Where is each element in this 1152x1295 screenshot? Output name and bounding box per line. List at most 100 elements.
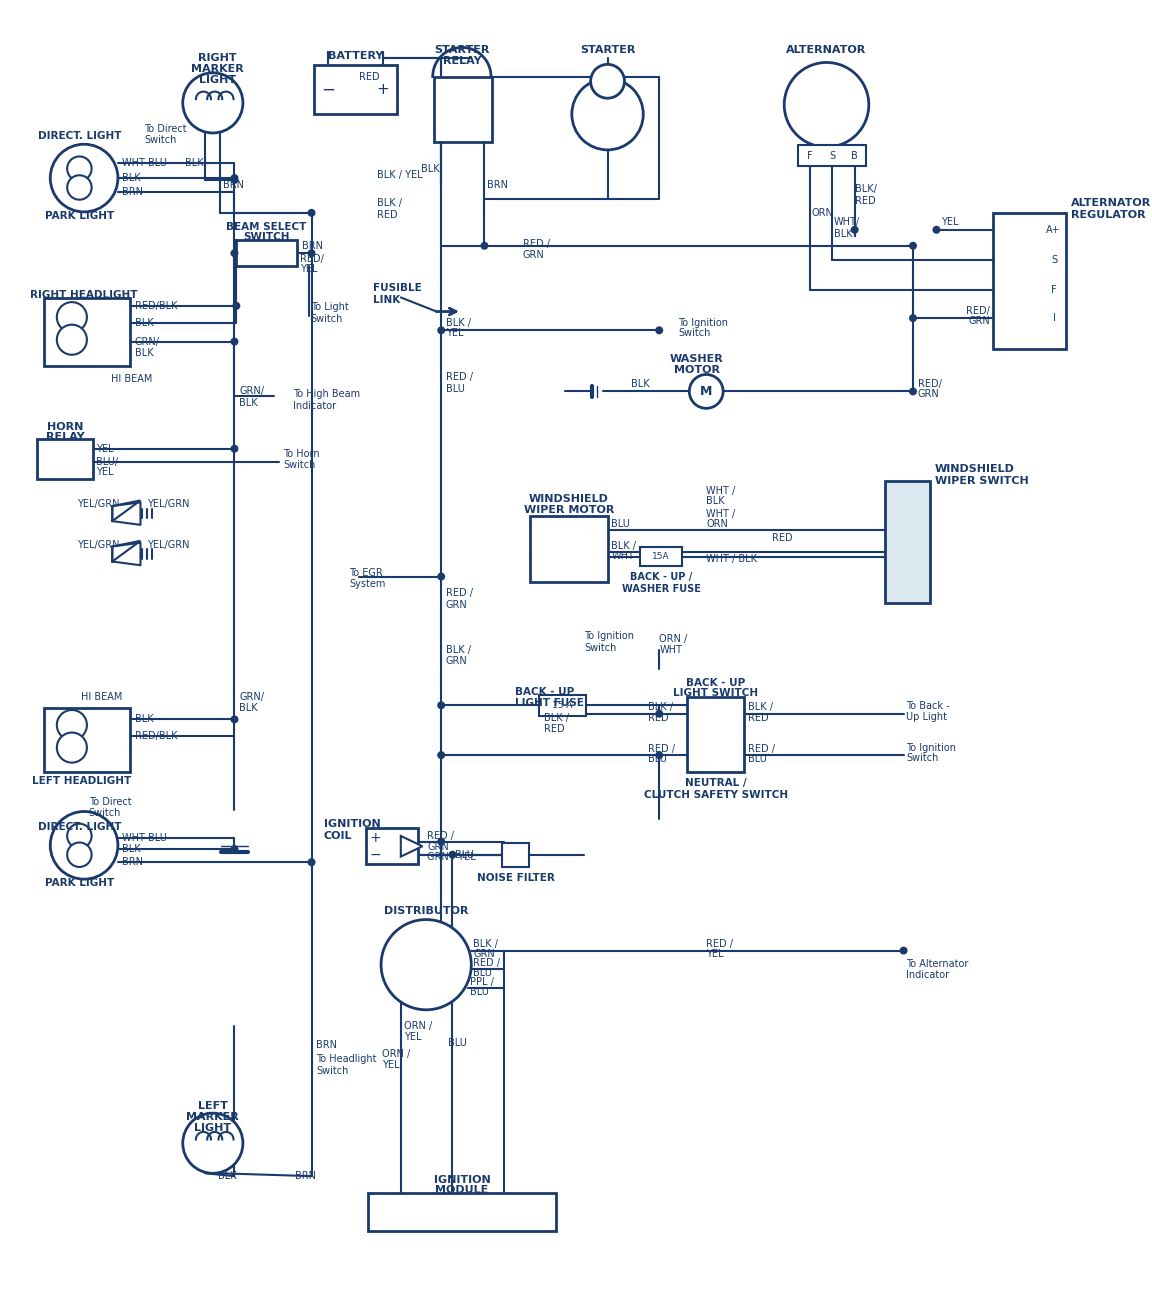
Text: LIGHT: LIGHT bbox=[195, 1123, 232, 1133]
Text: BLU: BLU bbox=[647, 754, 667, 764]
Text: BLK: BLK bbox=[122, 174, 141, 183]
Circle shape bbox=[56, 733, 86, 763]
Text: PARK LIGHT: PARK LIGHT bbox=[45, 878, 114, 888]
Text: WHT /: WHT / bbox=[706, 509, 735, 518]
Text: To Direct: To Direct bbox=[144, 124, 187, 135]
Bar bbox=[539, 695, 586, 716]
Text: BACK - UP /: BACK - UP / bbox=[630, 572, 692, 583]
Text: BLK: BLK bbox=[218, 1171, 236, 1181]
Circle shape bbox=[233, 303, 240, 310]
Text: WINDSHIELD: WINDSHIELD bbox=[529, 495, 609, 505]
Circle shape bbox=[232, 176, 237, 184]
Text: BLK: BLK bbox=[240, 398, 258, 408]
Text: GRN: GRN bbox=[523, 250, 545, 260]
Bar bbox=[885, 480, 930, 603]
Circle shape bbox=[655, 328, 662, 334]
Text: GRN/: GRN/ bbox=[240, 386, 264, 396]
Text: YEL: YEL bbox=[403, 1032, 422, 1042]
Text: BRN: BRN bbox=[316, 1040, 338, 1049]
Text: WASHER: WASHER bbox=[670, 354, 723, 364]
Circle shape bbox=[56, 325, 86, 355]
Text: GRN/: GRN/ bbox=[240, 692, 264, 702]
Text: BACK - UP: BACK - UP bbox=[515, 688, 575, 697]
Text: RED /: RED / bbox=[748, 743, 774, 754]
Text: YEL: YEL bbox=[941, 218, 958, 227]
Circle shape bbox=[232, 846, 237, 852]
Text: To Direct: To Direct bbox=[89, 798, 131, 807]
Text: RED/: RED/ bbox=[918, 379, 941, 388]
Text: WHT BLU: WHT BLU bbox=[122, 833, 167, 843]
Text: S: S bbox=[829, 150, 835, 161]
Text: −: − bbox=[370, 848, 381, 861]
Circle shape bbox=[51, 812, 118, 879]
Text: RED/: RED/ bbox=[301, 254, 324, 264]
Text: ORN /: ORN / bbox=[382, 1049, 410, 1059]
Text: Switch: Switch bbox=[144, 136, 176, 145]
Text: YEL/GRN: YEL/GRN bbox=[76, 499, 119, 509]
Text: BLU: BLU bbox=[748, 754, 766, 764]
Text: RED/: RED/ bbox=[967, 306, 990, 316]
Bar bbox=[367, 1193, 556, 1230]
Text: WINDSHIELD: WINDSHIELD bbox=[934, 465, 1015, 474]
Text: +: + bbox=[370, 831, 381, 844]
Text: ALTERNATOR: ALTERNATOR bbox=[1071, 198, 1151, 208]
Text: BLK: BLK bbox=[135, 715, 153, 724]
Text: BLK /: BLK / bbox=[612, 540, 636, 550]
Text: RED: RED bbox=[855, 196, 876, 206]
Text: NOISE FILTER: NOISE FILTER bbox=[477, 873, 554, 883]
Text: GRN / YEL: GRN / YEL bbox=[427, 852, 476, 861]
Text: GRN: GRN bbox=[969, 316, 990, 326]
Polygon shape bbox=[112, 500, 141, 521]
Text: BRN: BRN bbox=[487, 180, 508, 189]
Text: F: F bbox=[806, 150, 812, 161]
Text: 15A: 15A bbox=[652, 552, 670, 561]
Text: RELAY: RELAY bbox=[442, 56, 482, 66]
Text: ORN: ORN bbox=[706, 519, 728, 528]
Circle shape bbox=[67, 175, 92, 199]
Text: RED: RED bbox=[647, 712, 668, 723]
Text: GRN: GRN bbox=[446, 657, 468, 666]
Circle shape bbox=[309, 250, 314, 256]
Text: RIGHT HEADLIGHT: RIGHT HEADLIGHT bbox=[30, 290, 138, 299]
Text: STARTER: STARTER bbox=[579, 45, 635, 56]
Circle shape bbox=[51, 144, 118, 212]
Text: LIGHT FUSE: LIGHT FUSE bbox=[515, 698, 584, 708]
Circle shape bbox=[910, 388, 916, 395]
Text: RED /: RED / bbox=[446, 372, 473, 382]
Circle shape bbox=[232, 175, 237, 181]
Circle shape bbox=[183, 73, 243, 133]
Text: B: B bbox=[851, 150, 858, 161]
Text: WIPER MOTOR: WIPER MOTOR bbox=[524, 505, 614, 515]
Circle shape bbox=[67, 843, 92, 866]
Text: REGULATOR: REGULATOR bbox=[1071, 210, 1145, 220]
Bar bbox=[37, 439, 93, 479]
Bar bbox=[236, 240, 297, 267]
Text: LINK: LINK bbox=[372, 295, 400, 306]
Circle shape bbox=[689, 374, 723, 408]
Circle shape bbox=[901, 947, 907, 954]
Text: A+: A+ bbox=[1046, 225, 1060, 234]
Text: RED/BLK: RED/BLK bbox=[135, 732, 177, 741]
Circle shape bbox=[67, 824, 92, 848]
Bar bbox=[641, 548, 682, 566]
Text: NEUTRAL /: NEUTRAL / bbox=[684, 778, 746, 789]
Circle shape bbox=[851, 227, 858, 233]
Text: RED /: RED / bbox=[446, 588, 473, 598]
Text: To Back -: To Back - bbox=[907, 701, 950, 711]
Circle shape bbox=[438, 838, 445, 844]
Text: Up Light: Up Light bbox=[907, 711, 947, 721]
Text: YEL/GRN: YEL/GRN bbox=[76, 540, 119, 549]
Text: RED /: RED / bbox=[647, 743, 675, 754]
Text: To Ignition: To Ignition bbox=[679, 317, 728, 328]
Text: ORN /: ORN / bbox=[659, 633, 688, 644]
Text: Switch: Switch bbox=[679, 328, 711, 338]
Circle shape bbox=[655, 711, 662, 717]
Text: RED /: RED / bbox=[473, 958, 500, 967]
Bar bbox=[44, 708, 130, 772]
Text: WHT /: WHT / bbox=[706, 486, 735, 496]
Text: BLK: BLK bbox=[135, 317, 153, 328]
Text: RED: RED bbox=[358, 71, 379, 82]
Circle shape bbox=[438, 328, 445, 334]
Text: BLK/: BLK/ bbox=[855, 184, 877, 194]
Text: WASHER FUSE: WASHER FUSE bbox=[622, 584, 700, 594]
